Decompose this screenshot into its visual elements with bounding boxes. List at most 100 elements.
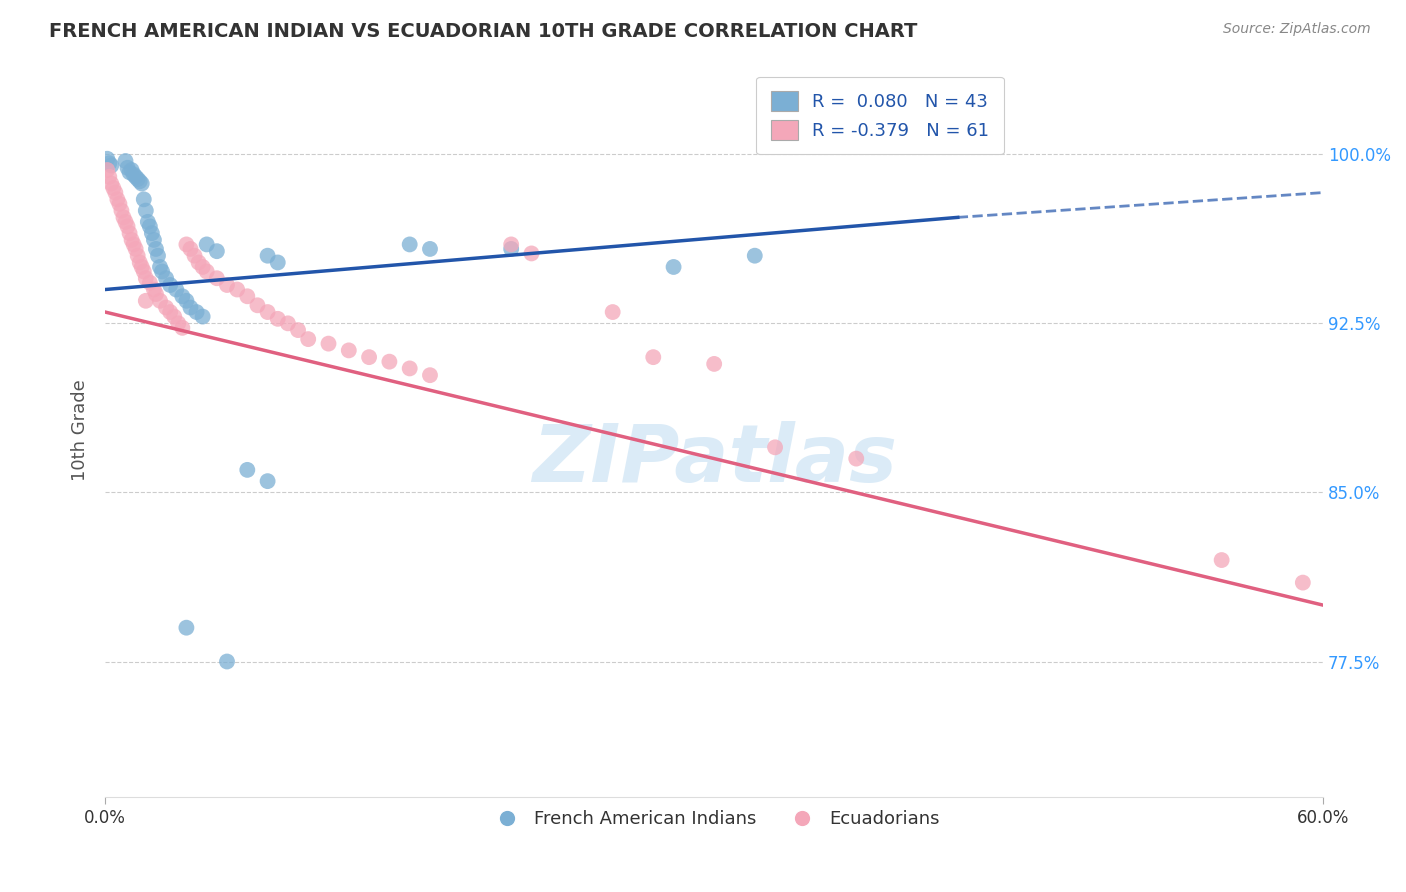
Point [763,440,786,454]
Point [256,249,278,263]
Point [167,316,190,330]
Point [124,242,146,256]
Point [256,305,278,319]
Point [277,316,299,330]
Point [501,242,523,256]
Point [191,310,214,324]
Point [520,246,543,260]
Point [149,260,172,274]
Point [98,156,121,170]
Point [176,293,198,308]
Point [110,203,132,218]
Point [256,474,278,488]
Point [150,264,173,278]
Point [114,153,136,168]
Point [155,271,177,285]
Point [108,197,131,211]
Point [1292,575,1315,590]
Point [149,293,172,308]
Point [359,350,381,364]
Text: Source: ZipAtlas.com: Source: ZipAtlas.com [1223,22,1371,37]
Point [337,343,360,358]
Point [176,237,198,252]
Text: ZIPatlas: ZIPatlas [531,421,897,499]
Point [98,169,121,184]
Point [128,174,150,188]
Point [117,219,139,234]
Point [155,301,177,315]
Point [205,271,228,285]
Point [135,271,157,285]
Point [136,215,159,229]
Point [236,463,259,477]
Point [215,278,238,293]
Point [195,237,218,252]
Point [179,242,201,256]
Point [141,226,163,240]
Point [127,172,149,186]
Point [145,287,167,301]
Text: FRENCH AMERICAN INDIAN VS ECUADORIAN 10TH GRADE CORRELATION CHART: FRENCH AMERICAN INDIAN VS ECUADORIAN 10T… [49,22,918,41]
Point [96,163,118,178]
Point [176,621,198,635]
Point [159,278,181,293]
Point [114,215,136,229]
Point [191,260,214,274]
Point [139,276,162,290]
Point [163,310,186,324]
Point [100,177,122,191]
Point [124,169,146,184]
Point [662,260,685,274]
Point [226,283,249,297]
Point [183,249,205,263]
Point [172,321,194,335]
Point [643,350,665,364]
Point [128,255,150,269]
Point [122,237,145,252]
Point [121,233,143,247]
Point [122,168,145,182]
Point [131,260,153,274]
Point [419,242,441,256]
Point [159,305,181,319]
Point [318,336,340,351]
Point [112,211,135,225]
Point [297,332,319,346]
Point [172,289,194,303]
Point [104,186,127,200]
Point [132,192,155,206]
Point [179,301,201,315]
Point [145,242,167,256]
Y-axis label: 10th Grade: 10th Grade [72,380,89,482]
Point [378,354,401,368]
Point [187,255,209,269]
Point [121,163,143,178]
Point [117,161,139,175]
Point [135,293,157,308]
Point [103,181,125,195]
Point [139,219,162,234]
Point [215,655,238,669]
Point [398,361,420,376]
Point [118,165,141,179]
Point [165,283,187,297]
Point [96,152,118,166]
Point [105,192,128,206]
Point [501,237,523,252]
Point [100,159,122,173]
Point [205,244,228,259]
Point [142,233,165,247]
Point [845,451,868,466]
Point [398,237,420,252]
Legend: French American Indians, Ecuadorians: French American Indians, Ecuadorians [482,803,946,836]
Point [267,311,290,326]
Point [146,249,169,263]
Point [419,368,441,383]
Point [1211,553,1233,567]
Point [132,264,155,278]
Point [131,177,153,191]
Point [142,283,165,297]
Point [195,264,218,278]
Point [602,305,624,319]
Point [186,305,208,319]
